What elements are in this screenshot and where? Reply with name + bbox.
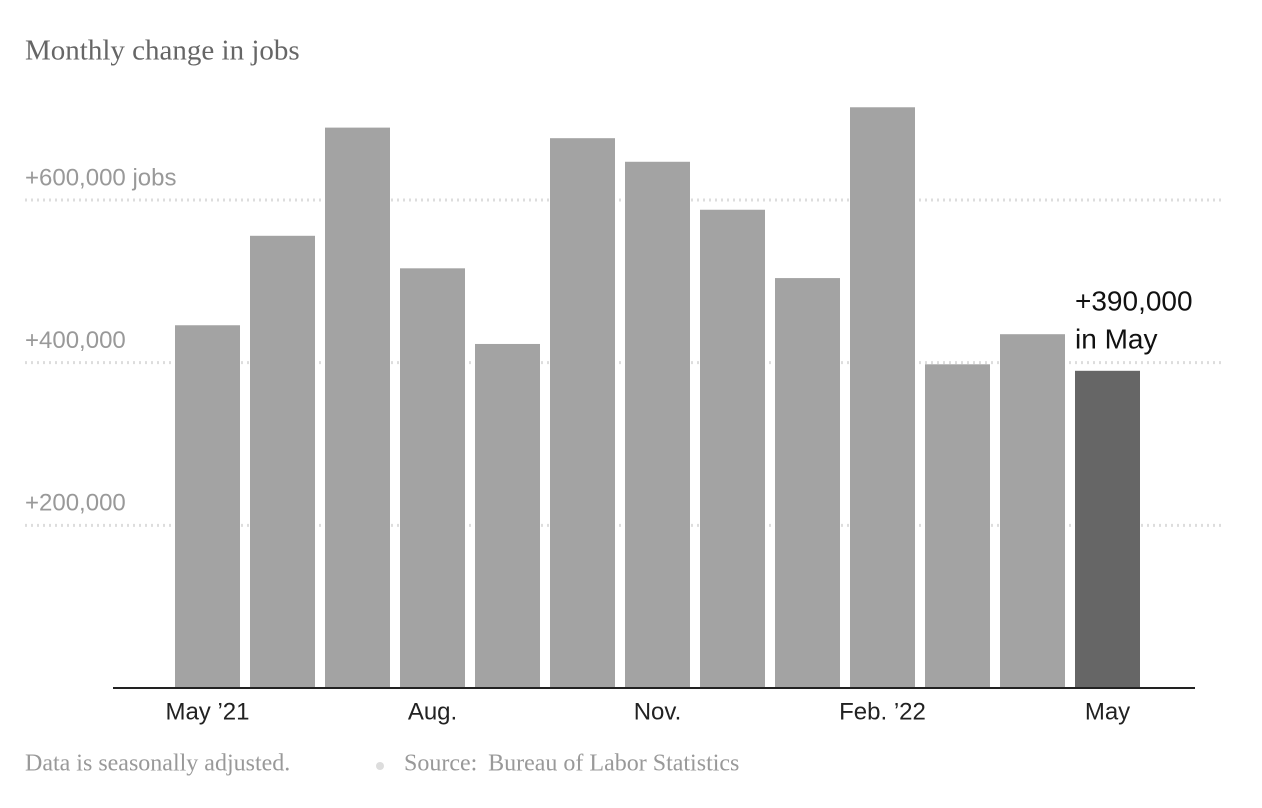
separator-dot [376, 762, 384, 770]
bar [700, 209, 765, 688]
source: Source: Bureau of Labor Statistics [404, 751, 739, 777]
x-tick-label: May ’21 [165, 698, 249, 725]
bar [1000, 334, 1065, 688]
x-tick-label: Nov. [634, 698, 682, 725]
chart-title: Monthly change in jobs [25, 35, 300, 67]
bar [775, 278, 840, 688]
bar [550, 138, 615, 689]
x-tick-label: May [1085, 698, 1130, 725]
bar [1075, 370, 1140, 688]
bar [250, 235, 315, 688]
y-tick-label: +600,000 jobs [25, 164, 176, 191]
annotation: in May [1075, 323, 1157, 354]
bar [625, 161, 690, 689]
y-tick-label: +200,000 [25, 490, 126, 517]
note: Data is seasonally adjusted. [25, 751, 290, 777]
x-tick-label: Aug. [408, 698, 457, 725]
bar [175, 325, 240, 688]
bar [325, 127, 390, 688]
x-tick-label: Feb. ’22 [839, 698, 926, 725]
bar [400, 268, 465, 688]
bar [475, 343, 540, 688]
annotation: +390,000 [1075, 285, 1193, 316]
y-tick-label: +400,000 [25, 327, 126, 354]
bar [925, 364, 990, 688]
bar [850, 107, 915, 688]
